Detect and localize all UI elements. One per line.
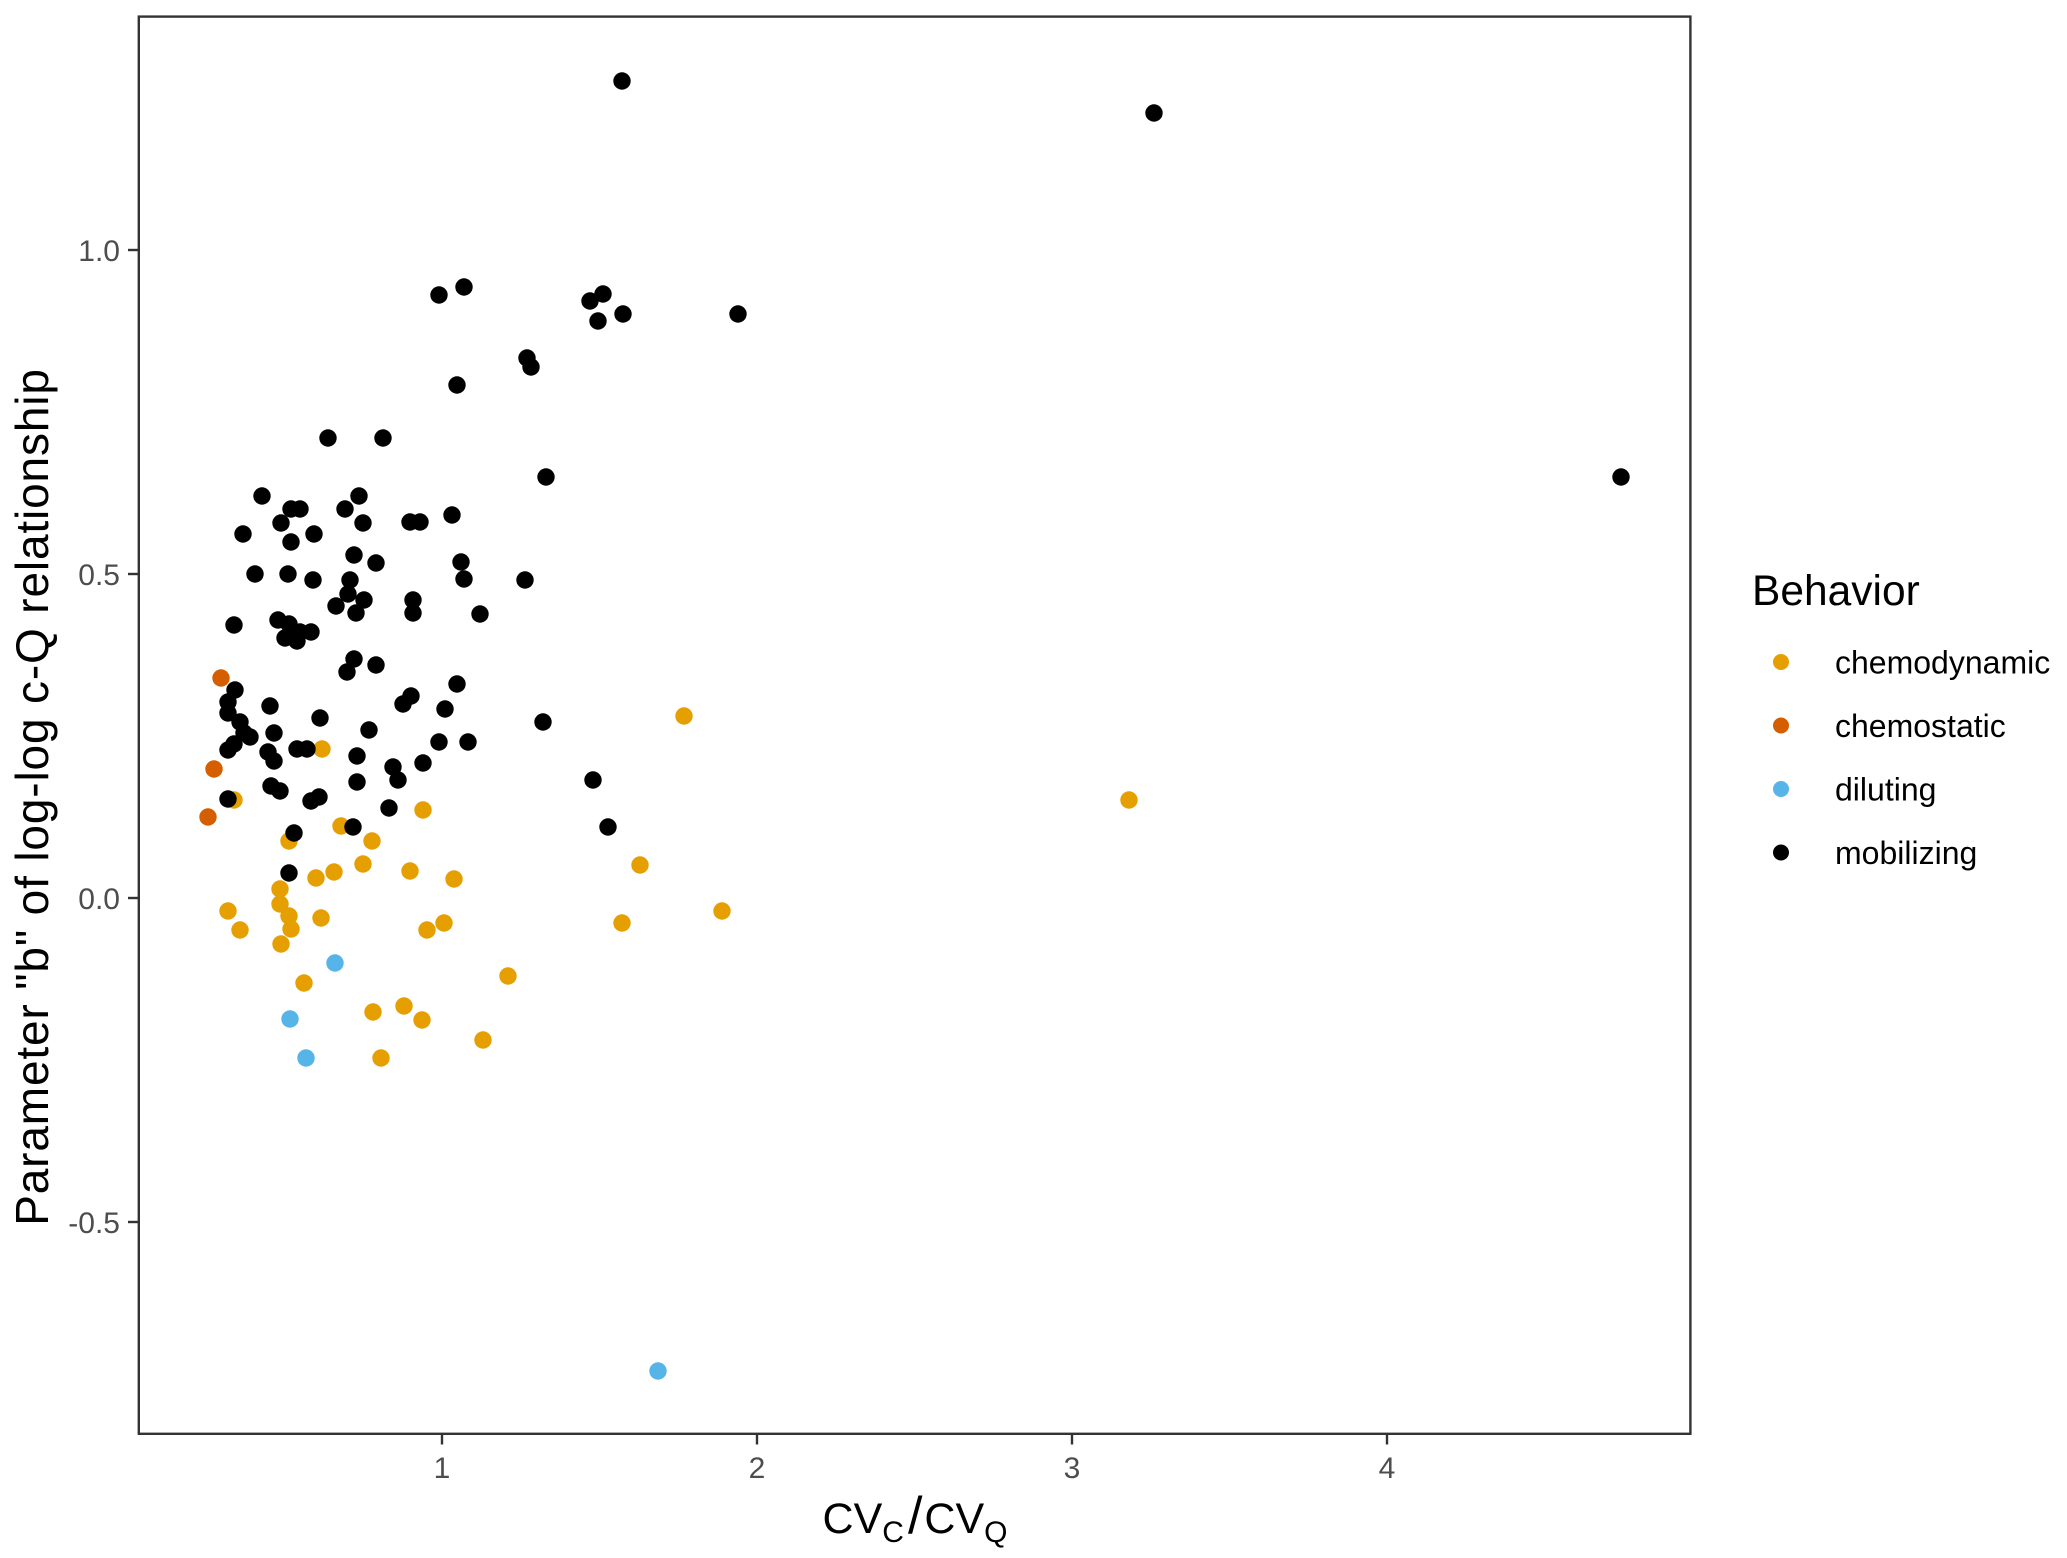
svg-text:-0.5: -0.5 [68,1207,120,1240]
svg-text:2: 2 [749,1452,766,1485]
svg-text:3: 3 [1064,1452,1081,1485]
svg-text:chemostatic: chemostatic [1835,708,2006,744]
svg-text:Parameter "b" of log-log c-Q r: Parameter "b" of log-log c-Q relationshi… [6,368,58,1226]
svg-text:1: 1 [434,1452,451,1485]
svg-text:0.0: 0.0 [78,883,120,916]
svg-text:CVC/CVQ: CVC/CVQ [823,1487,1008,1549]
svg-text:0.5: 0.5 [78,559,120,592]
svg-text:mobilizing: mobilizing [1835,835,1977,871]
svg-text:1.0: 1.0 [78,235,120,268]
svg-text:Behavior: Behavior [1752,568,1920,615]
svg-text:chemodynamic: chemodynamic [1835,645,2050,681]
svg-text:4: 4 [1379,1452,1396,1485]
svg-text:diluting: diluting [1835,772,1936,808]
